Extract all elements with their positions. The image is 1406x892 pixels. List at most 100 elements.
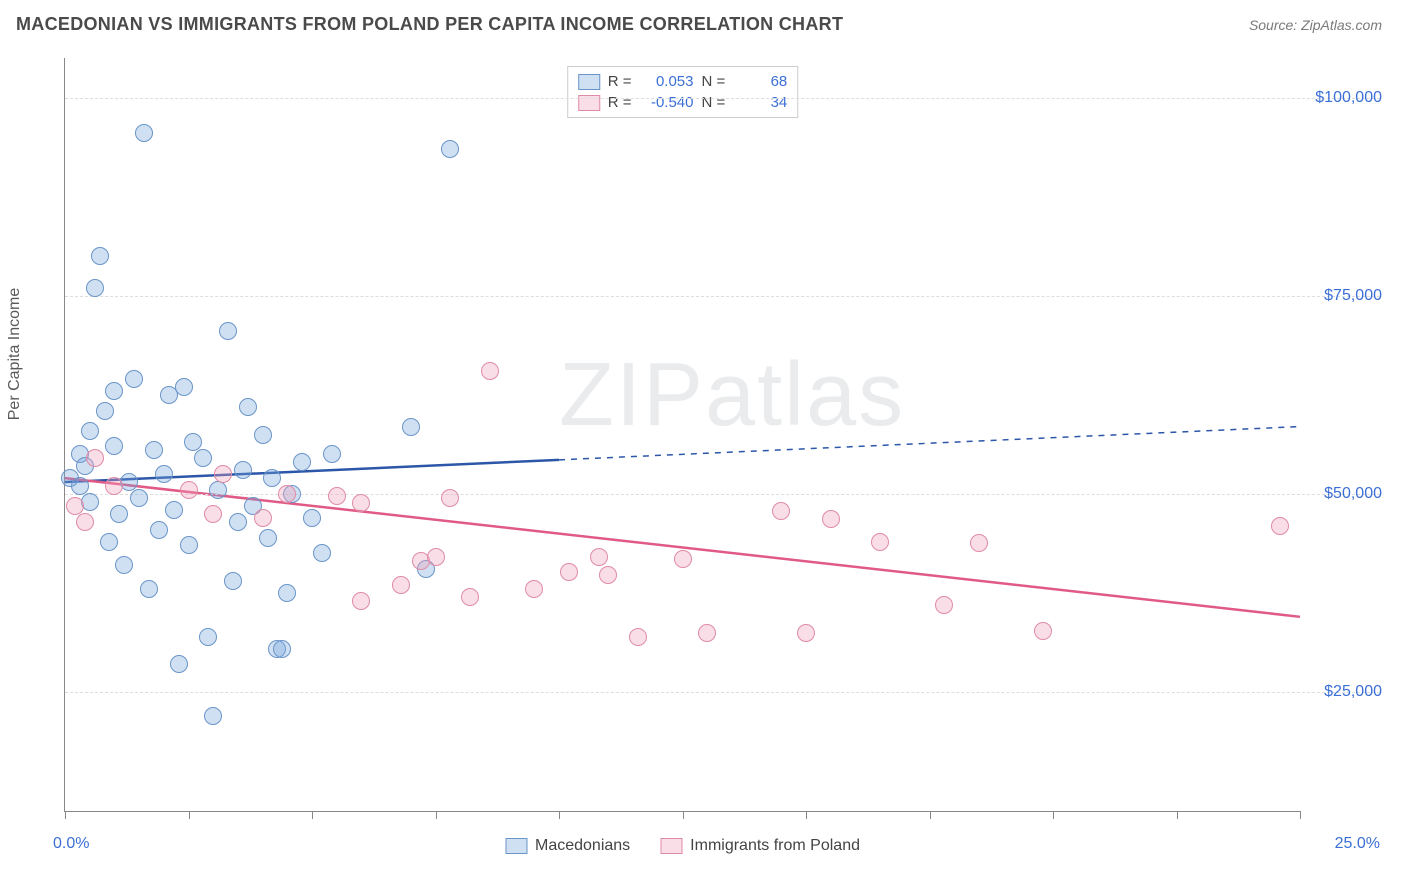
scatter-point [772,502,790,520]
y-tick-label: $100,000 [1315,89,1382,107]
x-tick [806,811,807,819]
scatter-point [165,501,183,519]
scatter-point [105,382,123,400]
scatter-point [328,487,346,505]
scatter-point [105,437,123,455]
scatter-point [392,576,410,594]
scatter-point [273,640,291,658]
scatter-point [180,536,198,554]
scatter-point [441,489,459,507]
scatter-point [441,140,459,158]
scatter-point [214,465,232,483]
stats-r-label: R = [608,73,632,90]
scatter-point [120,473,138,491]
scatter-point [674,550,692,568]
scatter-point [254,509,272,527]
x-tick [683,811,684,819]
x-tick [1177,811,1178,819]
scatter-point [229,513,247,531]
correlation-stats-box: R = 0.053 N = 68 R = -0.540 N = 34 [567,66,799,118]
x-tick [312,811,313,819]
legend-label-1: Macedonians [535,837,630,855]
scatter-point [209,481,227,499]
scatter-point [115,556,133,574]
scatter-point [140,580,158,598]
x-tick [189,811,190,819]
x-tick [1053,811,1054,819]
scatter-point [402,418,420,436]
scatter-point [970,534,988,552]
x-tick [930,811,931,819]
scatter-point [71,477,89,495]
scatter-point [427,548,445,566]
scatter-point [352,494,370,512]
legend-item-2: Immigrants from Poland [660,837,860,855]
source-attribution: Source: ZipAtlas.com [1249,17,1382,33]
stats-n-label: N = [702,94,726,111]
scatter-point [204,707,222,725]
scatter-point [278,584,296,602]
trend-line-dashed [559,427,1300,460]
scatter-point [135,124,153,142]
stats-n-label: N = [702,73,726,90]
scatter-point [293,453,311,471]
stats-r-value-2: -0.540 [640,94,694,111]
x-axis-max-label: 25.0% [1335,835,1380,853]
legend: Macedonians Immigrants from Poland [505,837,860,855]
stats-r-label: R = [608,94,632,111]
scatter-point [871,533,889,551]
scatter-point [145,441,163,459]
trend-line-solid [65,460,559,482]
scatter-point [194,449,212,467]
scatter-point [100,533,118,551]
scatter-point [105,477,123,495]
scatter-point [175,378,193,396]
stats-n-value-2: 34 [733,94,787,111]
x-tick [559,811,560,819]
scatter-point [125,370,143,388]
stats-r-value-1: 0.053 [640,73,694,90]
scatter-point [313,544,331,562]
scatter-point [110,505,128,523]
scatter-point [629,628,647,646]
chart-container: Per Capita Income ZIPatlas R = 0.053 N =… [16,48,1390,872]
legend-item-1: Macedonians [505,837,630,855]
scatter-point [599,566,617,584]
scatter-point [96,402,114,420]
scatter-point [254,426,272,444]
gridline [65,98,1380,99]
scatter-point [76,513,94,531]
y-tick-label: $25,000 [1324,683,1382,701]
stats-n-value-1: 68 [733,73,787,90]
gridline [65,692,1380,693]
scatter-point [1034,622,1052,640]
stats-row-series1: R = 0.053 N = 68 [578,71,788,92]
scatter-point [170,655,188,673]
x-tick [65,811,66,819]
chart-title: MACEDONIAN VS IMMIGRANTS FROM POLAND PER… [16,14,843,35]
y-axis-label: Per Capita Income [6,288,24,421]
x-tick [1300,811,1301,819]
scatter-point [224,572,242,590]
legend-swatch-2 [660,838,682,854]
scatter-point [239,398,257,416]
legend-swatch-1 [505,838,527,854]
stats-row-series2: R = -0.540 N = 34 [578,92,788,113]
scatter-point [199,628,217,646]
scatter-point [461,588,479,606]
scatter-point [323,445,341,463]
scatter-point [204,505,222,523]
scatter-point [303,509,321,527]
scatter-point [86,279,104,297]
gridline [65,296,1380,297]
plot-area: ZIPatlas R = 0.053 N = 68 R = -0.540 N =… [64,58,1300,812]
scatter-point [86,449,104,467]
scatter-point [81,422,99,440]
y-tick-label: $75,000 [1324,287,1382,305]
scatter-point [797,624,815,642]
scatter-point [180,481,198,499]
scatter-point [822,510,840,528]
scatter-point [352,592,370,610]
y-tick-label: $50,000 [1324,485,1382,503]
watermark: ZIPatlas [559,344,905,447]
